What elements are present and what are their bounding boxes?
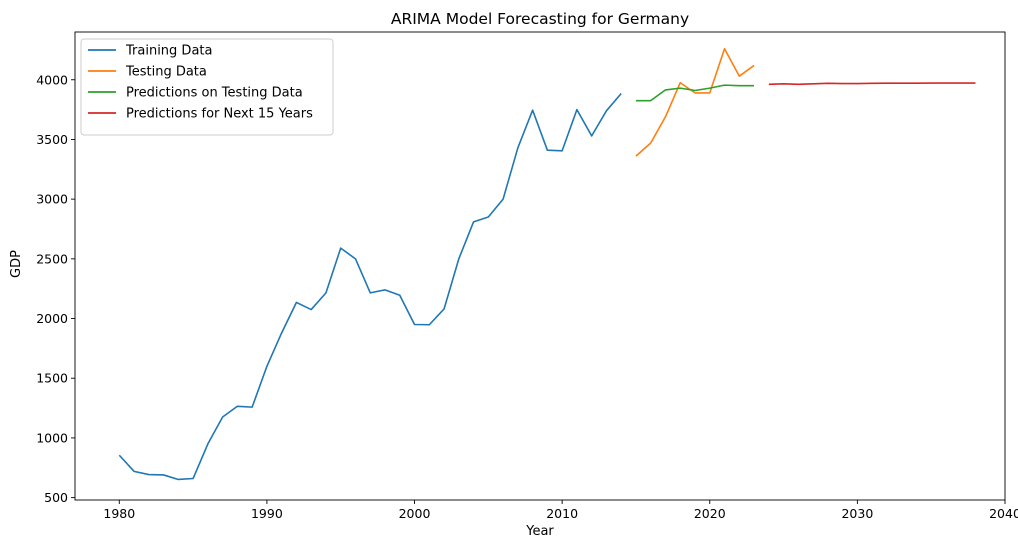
legend-box (80, 38, 334, 136)
y-tick-label: 3500 (36, 132, 68, 147)
x-tick-label: 2030 (841, 506, 873, 521)
y-tick-label: 2500 (36, 251, 68, 266)
x-tick-label: 2040 (989, 506, 1018, 521)
series-group (118, 47, 976, 481)
series-line-predictions-for-next-15-years (768, 82, 976, 86)
series-line-training-data (118, 92, 622, 481)
x-tick-label: 1990 (251, 506, 283, 521)
x-tick-label: 2020 (694, 506, 726, 521)
legend: Training Data Testing Data Predictions on … (80, 38, 334, 136)
x-tick-label: 2000 (399, 506, 431, 521)
y-axis-label: GDP (9, 250, 24, 278)
y-tick-label: 2000 (36, 311, 68, 326)
y-tick-label: 500 (44, 490, 68, 505)
y-tick-label: 3000 (36, 192, 68, 207)
y-tick-label: 1000 (36, 430, 68, 445)
series-line-predictions-on-testing-data (635, 84, 755, 102)
legend-label: Training Data (125, 44, 212, 59)
x-axis-label: Year (525, 524, 554, 539)
legend-label: Testing Data (125, 65, 207, 80)
legend-label: Predictions on Testing Data (126, 86, 303, 101)
plot-frame (74, 31, 1006, 501)
series-line-testing-data (635, 47, 755, 157)
chart-title: ARIMA Model Forecasting for Germany (391, 10, 689, 28)
y-tick-label: 4000 (36, 72, 68, 87)
x-axis: 1980 1990 2000 2010 2020 2030 2040 (103, 500, 1018, 521)
legend-label: Predictions for Next 15 Years (126, 107, 313, 122)
x-tick-label: 2010 (546, 506, 578, 521)
plot-area (74, 31, 1006, 501)
y-axis: 500 1000 1500 2000 2500 3000 3500 4000 (36, 72, 75, 505)
x-tick-label: 1980 (103, 506, 135, 521)
y-tick-label: 1500 (36, 371, 68, 386)
